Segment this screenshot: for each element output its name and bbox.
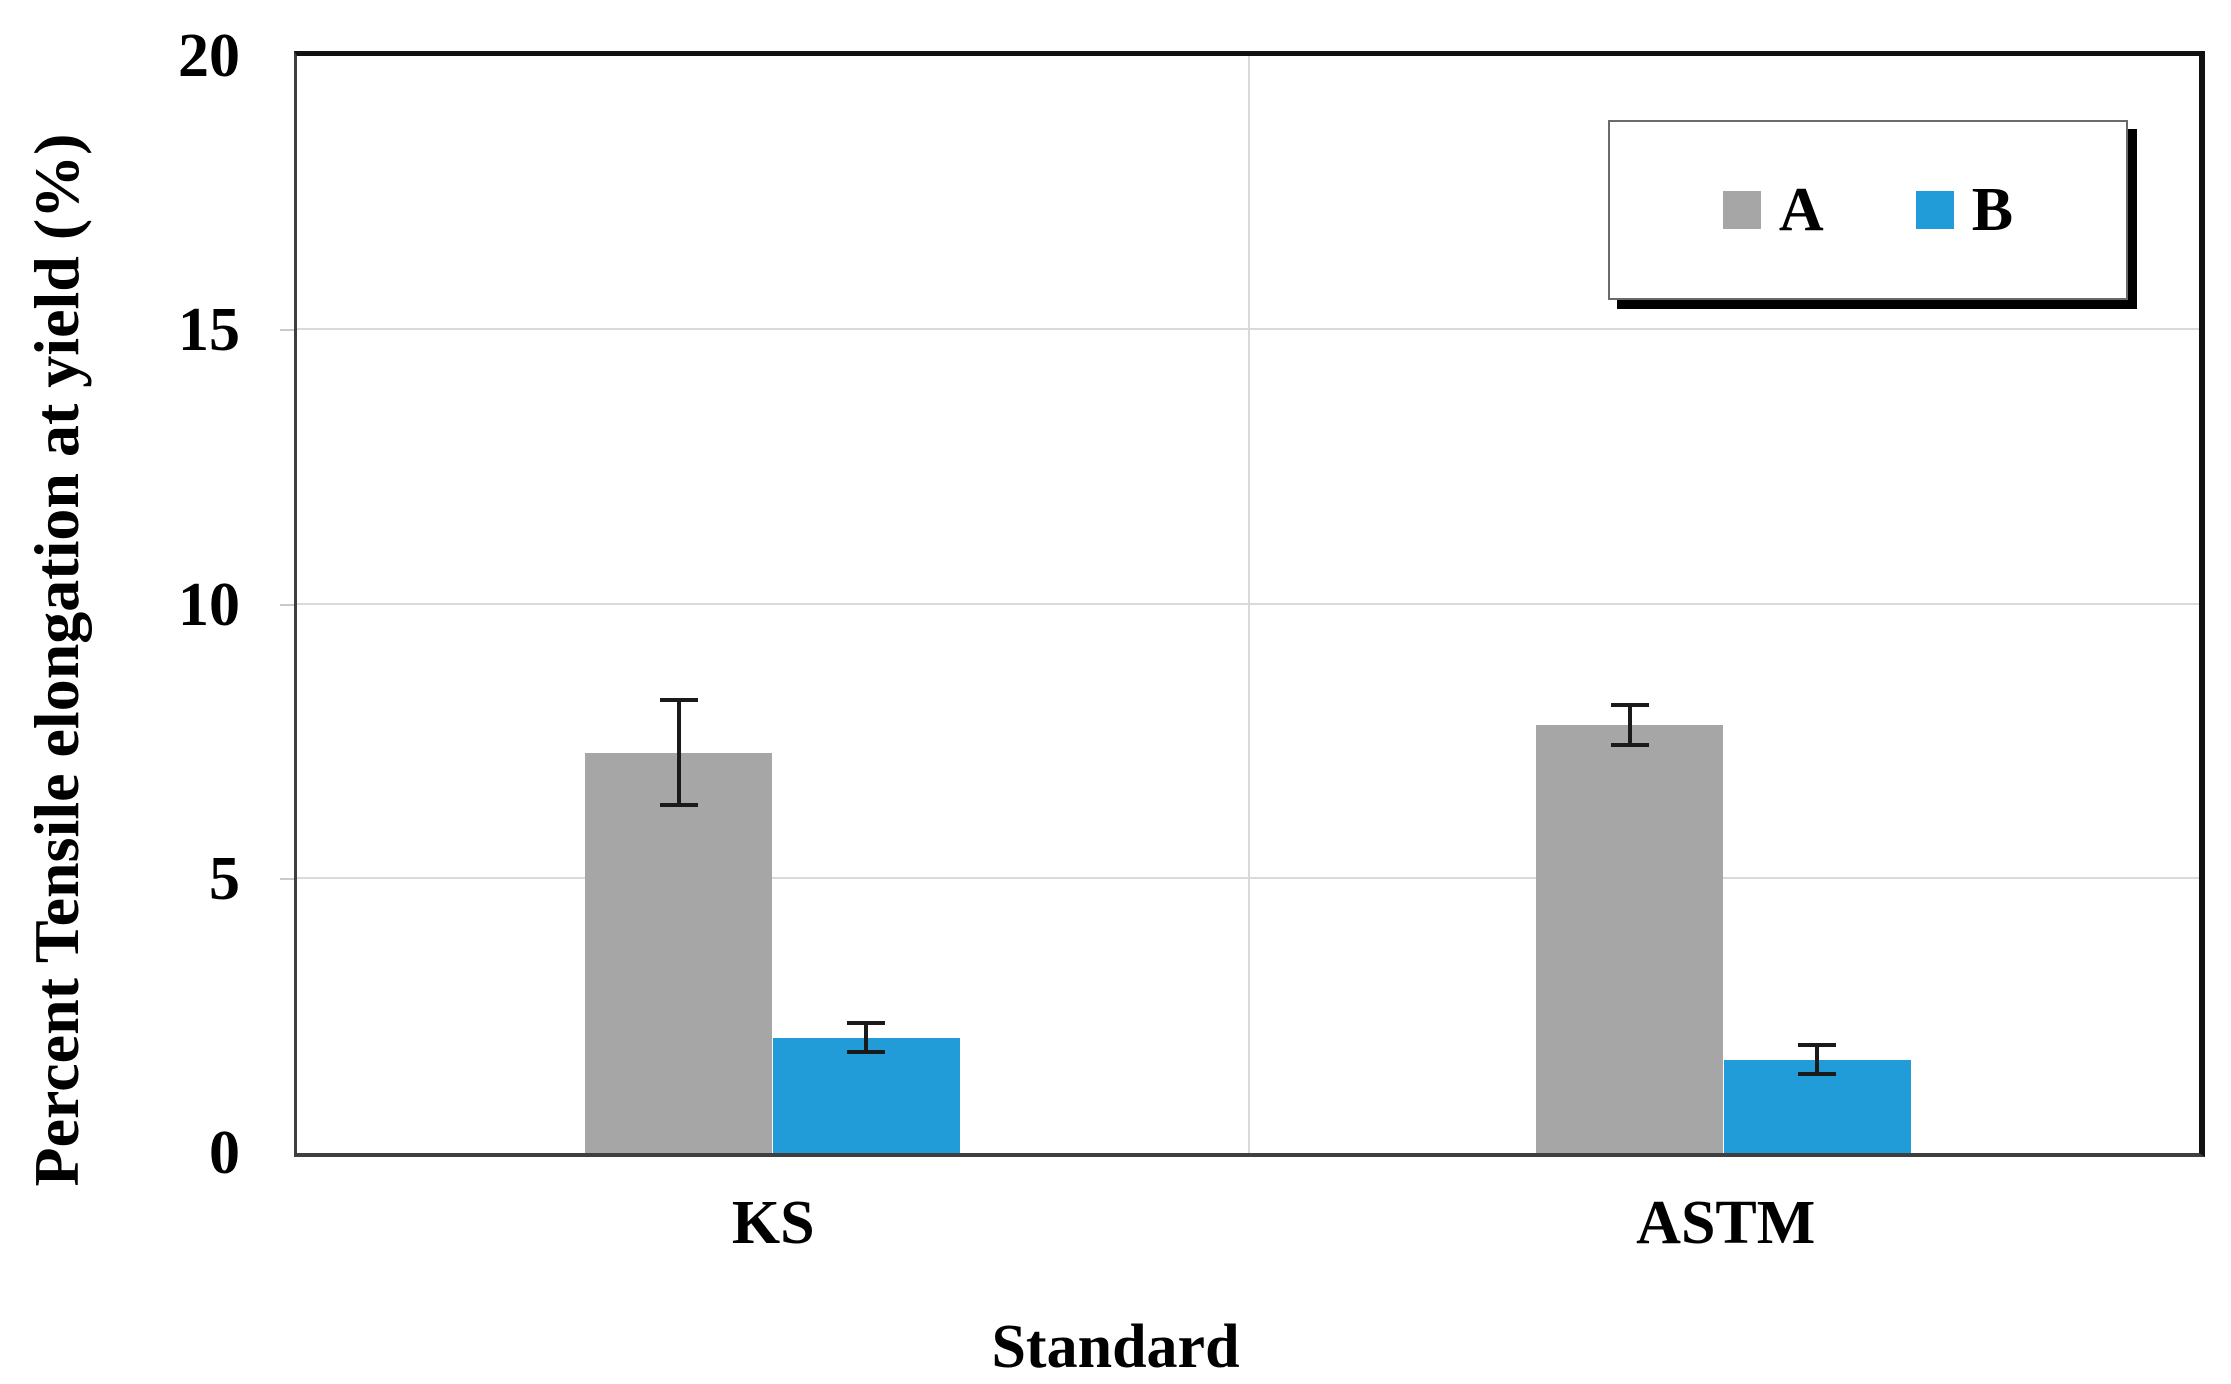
- error-bar-line: [1627, 703, 1632, 748]
- error-bar-cap: [847, 1050, 886, 1055]
- error-bar-cap: [659, 697, 698, 702]
- y-tick-label-20: 20: [178, 22, 240, 90]
- legend-label-B: B: [1971, 176, 2014, 244]
- error-bar-cap: [1798, 1072, 1837, 1077]
- y-tick-mark-15: [280, 329, 294, 332]
- legend-item-A: A: [1722, 176, 1824, 244]
- error-bar-cap: [1610, 743, 1649, 748]
- legend-swatch-icon-B: [1915, 191, 1954, 229]
- y-tick-label-5: 5: [209, 844, 240, 913]
- error-bar-cap: [1610, 703, 1649, 708]
- x-axis-title: Standard: [991, 1313, 1240, 1381]
- legend-item-B: B: [1915, 176, 2014, 244]
- x-category-label-ASTM: ASTM: [1636, 1189, 1816, 1257]
- legend-label-A: A: [1778, 176, 1824, 244]
- bar-A-KS: [584, 752, 773, 1153]
- y-axis-tick-labels: 0 5 10 15 20: [90, 25, 240, 1184]
- error-bar-cap: [1798, 1043, 1837, 1048]
- error-bar-cap: [847, 1021, 886, 1026]
- y-axis-title: Percent Tensile elongation at yield (%): [21, 133, 92, 1187]
- legend-swatch-icon-A: [1722, 191, 1761, 229]
- y-tick-mark-10: [280, 603, 294, 606]
- y-tick-label-10: 10: [178, 570, 240, 639]
- error-bar-cap: [659, 803, 698, 808]
- x-axis-category-labels: KS ASTM: [297, 1192, 2202, 1272]
- y-tick-label-15: 15: [178, 296, 240, 365]
- bar-B-KS: [772, 1037, 961, 1153]
- gridline-vertical: [1248, 56, 1250, 1153]
- y-tick-mark-5: [280, 877, 294, 880]
- error-bar-line: [1815, 1043, 1820, 1077]
- bar-A-ASTM: [1535, 725, 1724, 1153]
- y-tick-label-0: 0: [209, 1119, 240, 1187]
- error-bar-line: [676, 697, 681, 808]
- error-bar-line: [864, 1021, 869, 1055]
- x-category-label-KS: KS: [731, 1189, 815, 1257]
